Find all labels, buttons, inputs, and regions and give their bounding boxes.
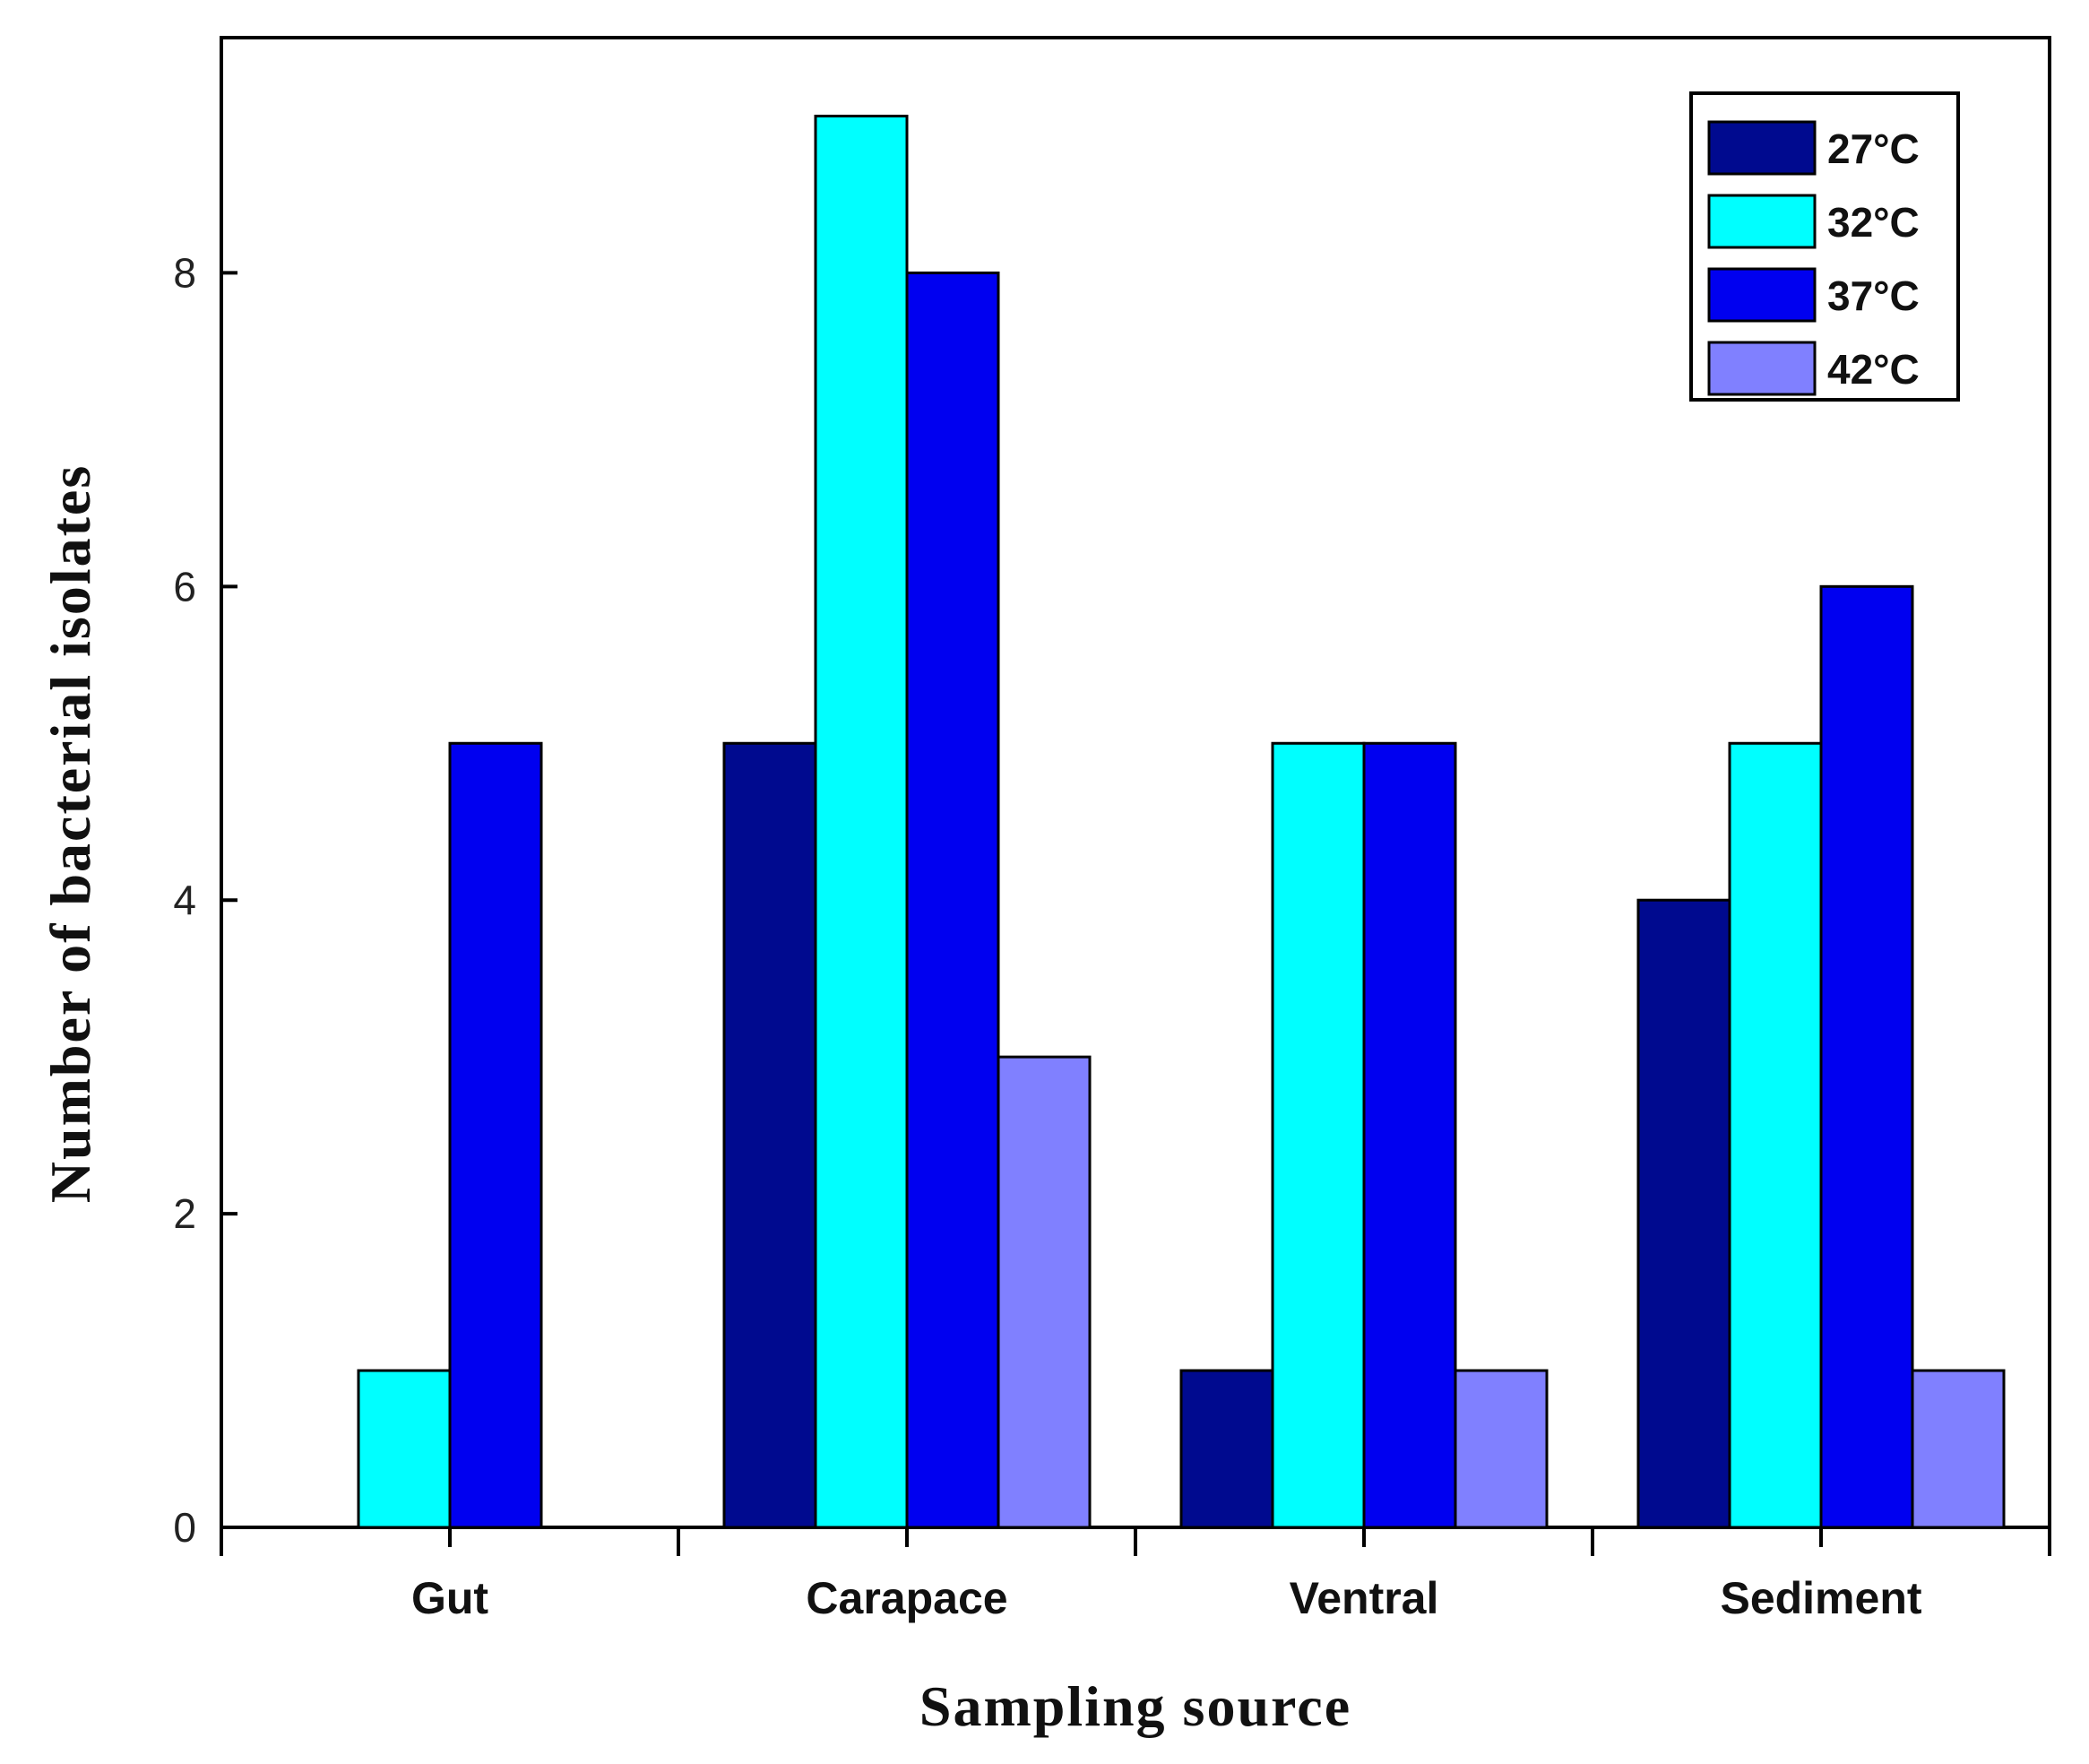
legend-swatch <box>1707 194 1817 249</box>
legend-label: 37°C <box>1827 272 1920 319</box>
x-tick-label: Gut <box>411 1573 488 1623</box>
legend-swatch <box>1707 267 1817 323</box>
bar <box>1911 1369 2006 1529</box>
bar <box>448 741 543 1529</box>
legend-swatch <box>1707 120 1817 176</box>
y-tick-label: 8 <box>173 249 196 296</box>
bars <box>357 114 2006 1529</box>
legend-label: 27°C <box>1827 125 1920 172</box>
legend-label: 32°C <box>1827 199 1920 246</box>
legend-label: 42°C <box>1827 346 1920 393</box>
bar <box>1454 1369 1549 1529</box>
y-tick-label: 4 <box>173 877 196 923</box>
bar <box>1636 898 1731 1529</box>
bar <box>722 741 817 1529</box>
bar <box>1362 741 1457 1529</box>
y-tick-label: 2 <box>173 1190 196 1237</box>
legend-swatch <box>1707 341 1817 396</box>
bar <box>1179 1369 1274 1529</box>
y-axis-title: Number of bacterial isolates <box>39 464 102 1203</box>
legend: 27°C 32°C 37°C 42°C <box>1689 91 1960 402</box>
bar <box>1271 741 1366 1529</box>
bar <box>814 114 909 1529</box>
x-tick-label: Carapace <box>806 1573 1007 1623</box>
y-tick-label: 6 <box>173 563 196 610</box>
bar <box>357 1369 452 1529</box>
bar <box>1728 741 1823 1529</box>
x-tick-label: Ventral <box>1290 1573 1439 1623</box>
x-axis-title: Sampling source <box>919 1674 1351 1738</box>
x-tick-label: Sediment <box>1720 1573 1921 1623</box>
bar <box>1819 584 1914 1529</box>
bar <box>997 1055 1092 1529</box>
bar <box>905 271 1000 1529</box>
axis-labels: 0 2 4 6 8 Gut Carapace Ventral Sediment <box>173 249 1921 1623</box>
y-tick-label: 0 <box>173 1504 196 1551</box>
